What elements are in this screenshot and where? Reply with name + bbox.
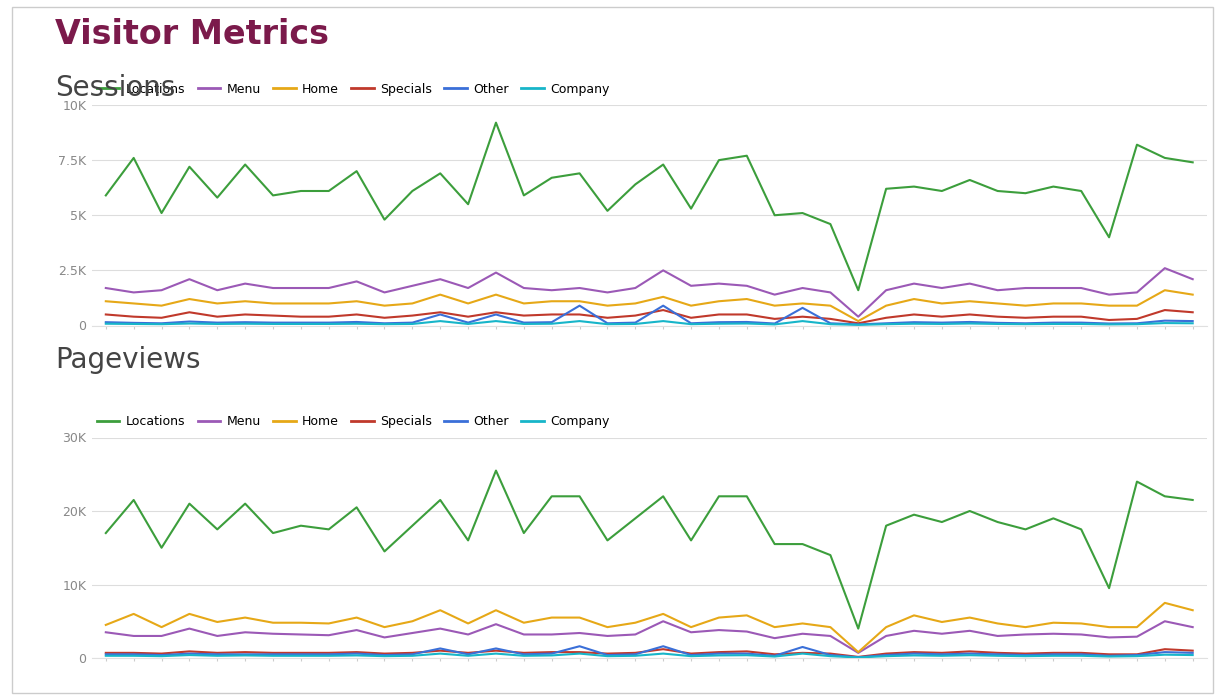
Text: Sessions: Sessions <box>55 74 175 102</box>
Legend: Locations, Menu, Home, Specials, Other, Company: Locations, Menu, Home, Specials, Other, … <box>92 410 614 433</box>
Text: Pageviews: Pageviews <box>55 346 201 374</box>
Legend: Locations, Menu, Home, Specials, Other, Company: Locations, Menu, Home, Specials, Other, … <box>92 78 614 101</box>
Text: Visitor Metrics: Visitor Metrics <box>55 18 330 50</box>
